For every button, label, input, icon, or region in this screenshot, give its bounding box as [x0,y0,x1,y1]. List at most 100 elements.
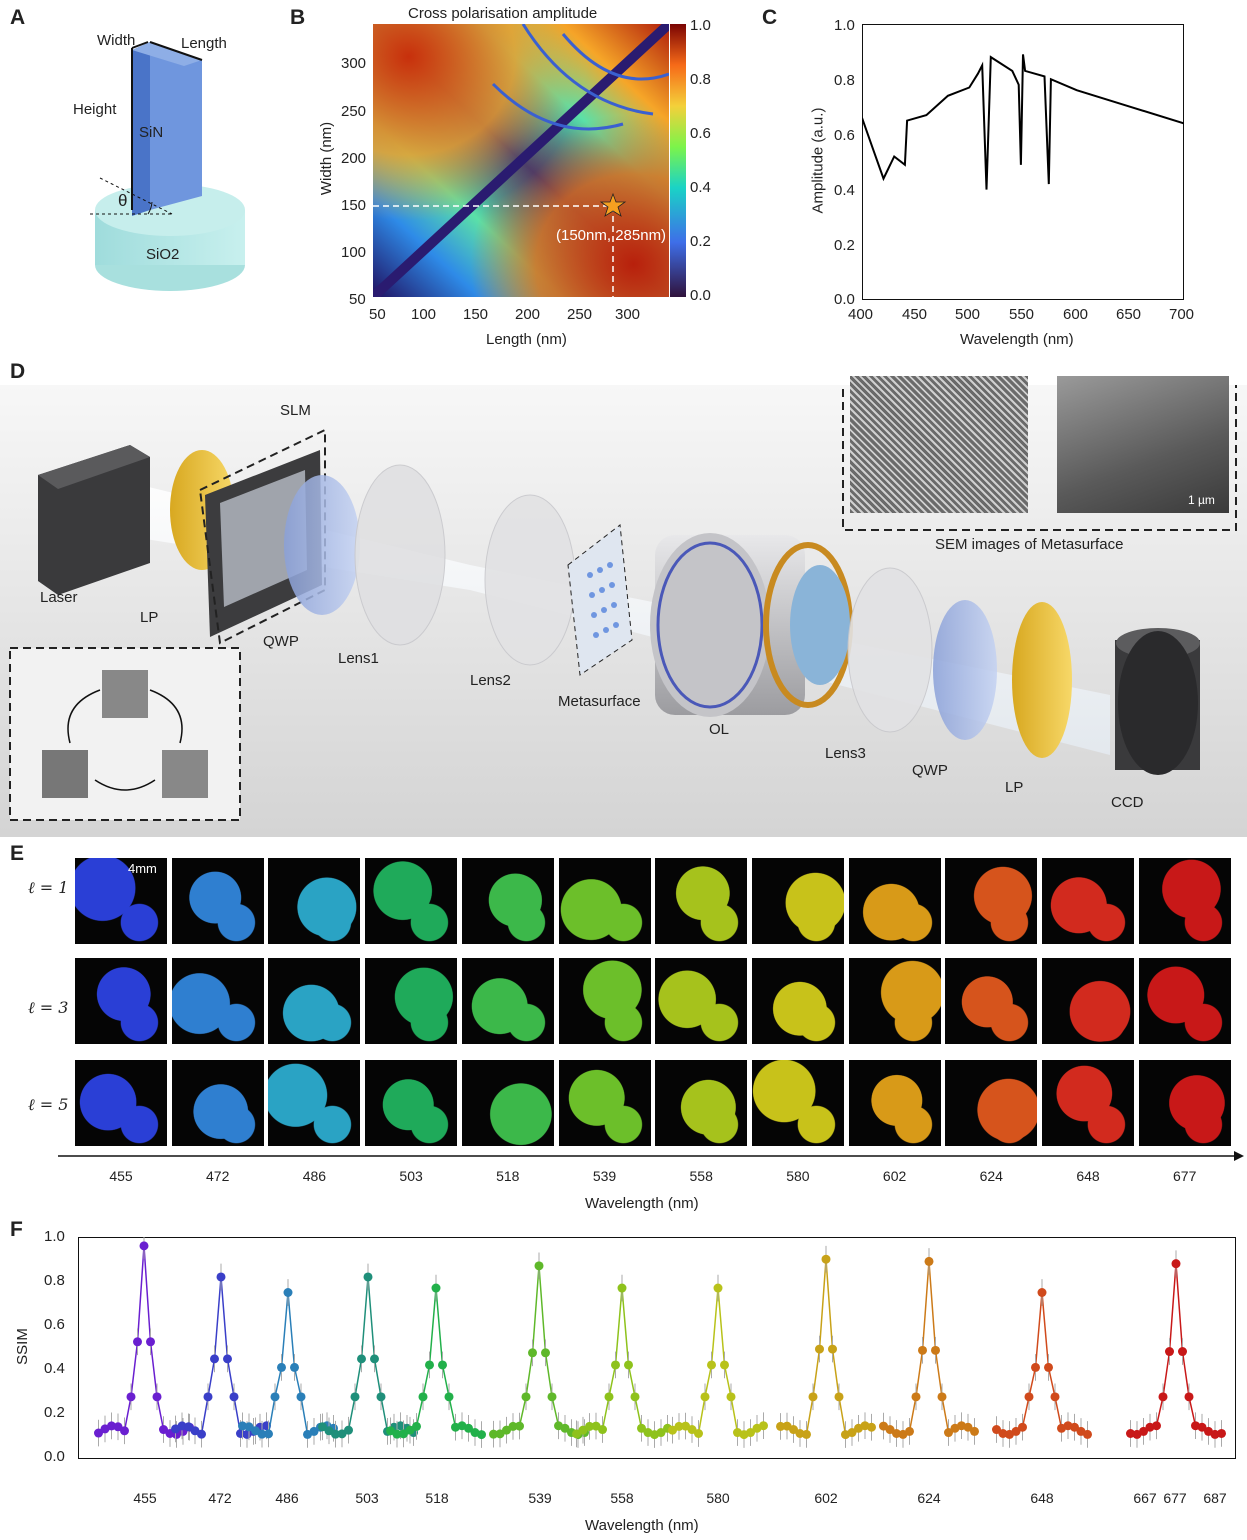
ssim-point [534,1261,544,1271]
ssim-point [444,1392,454,1402]
image-tile [1138,858,1231,944]
f-xlabel: Wavelength (nm) [585,1517,699,1534]
ssim-point [585,1421,594,1431]
image-tile [558,1060,651,1146]
f-xtick: 602 [814,1490,838,1506]
f-xtick: 539 [528,1490,552,1506]
f-ytick-00: 0.0 [44,1448,65,1465]
tile-pattern [365,1060,458,1146]
length-label: Length [181,35,227,52]
image-tile [558,958,651,1044]
ssim-point [821,1254,831,1264]
b-ytick-250: 250 [341,103,367,120]
panel-label-c: C [762,6,778,29]
c-ytick-00: 0.0 [834,291,855,308]
f-ytick-04: 0.4 [44,1360,65,1377]
ssim-series-line [996,1292,1088,1436]
ssim-point [1152,1421,1161,1431]
ssim-point [184,1422,193,1432]
image-tile [171,1060,264,1146]
panel-label-d: D [10,360,26,383]
panel-label-e: E [10,842,25,865]
ssim-point [290,1362,299,1372]
ssim-point [350,1392,360,1402]
image-tile [655,1060,748,1146]
image-tile [171,958,264,1044]
c-ytick-04: 0.4 [834,182,855,199]
image-tile [365,1060,458,1146]
tile-pattern [1138,1060,1231,1146]
ssim-point [1070,1422,1079,1432]
image-tile [268,858,361,944]
ssim-point [1178,1347,1187,1357]
tile-pattern [945,958,1038,1044]
ssim-point [759,1421,768,1431]
ssim-point [337,1429,347,1439]
ssim-point [113,1422,123,1432]
ssim-point [203,1392,213,1402]
ssim-point [216,1272,226,1282]
ssim-point [828,1344,837,1354]
ssim-point [126,1392,136,1402]
spectrum-chart [862,24,1184,300]
image-tile [655,858,748,944]
image-tile [848,858,941,944]
tile-pattern [848,1060,941,1146]
image-tile [848,1060,941,1146]
tile-pattern [751,958,844,1044]
cbar-tick-08: 0.8 [690,71,711,88]
tile-pattern [1042,958,1134,1044]
f-xtick: 455 [133,1490,157,1506]
tile-pattern [268,958,361,1044]
ssim-point [1018,1422,1027,1432]
image-tile [268,1060,361,1146]
ssim-point [924,1256,934,1266]
ssim-point [392,1429,402,1439]
ssim-series-line [576,1287,668,1436]
ssim-point [318,1422,327,1432]
f-ylabel: SSIM [13,1328,31,1365]
c-xtick-400: 400 [848,306,874,323]
ssim-point [1217,1428,1226,1438]
ssim-point [637,1423,646,1433]
c-xtick-550: 550 [1009,306,1035,323]
image-tile [945,858,1038,944]
ssim-point [331,1429,340,1439]
lp2-label: LP [1005,779,1024,796]
tile-pattern [461,958,554,1044]
colorbar [670,24,686,297]
ssim-point [713,1283,723,1293]
sio2-label: SiO2 [146,246,180,263]
ssim-point [598,1425,607,1435]
ssim-point [309,1426,319,1436]
lens1 [354,464,446,646]
ssim-point [656,1428,666,1438]
optical-setup [0,385,1247,837]
spectrum-line [862,54,1184,190]
ssim-point [687,1425,697,1435]
ssim-point [94,1428,103,1438]
heatmap-title: Cross polarisation amplitude [408,5,598,22]
ssim-point [283,1288,293,1297]
image-tile [1042,858,1134,944]
image-tile [751,958,844,1044]
ssim-series-line [672,1287,764,1436]
ssim-point [1011,1426,1021,1436]
f-ytick-10: 1.0 [44,1228,65,1245]
lp1-label: LP [140,609,159,626]
image-tile [1138,1060,1231,1146]
f-xtick: 687 [1203,1490,1227,1506]
ssim-point [502,1425,511,1435]
panel-label-a: A [10,6,26,29]
ssim-point [120,1426,129,1436]
tile-pattern [655,1060,748,1146]
ssim-point [210,1354,219,1364]
ssim-point [229,1392,239,1402]
ssim-point [604,1392,614,1402]
ssim-point [197,1429,206,1439]
cbar-tick-02: 0.2 [690,233,711,250]
ssim-point [918,1345,927,1355]
panel-label-b: B [290,6,306,29]
ssim-point [624,1360,633,1370]
ssim-point [1083,1429,1092,1439]
